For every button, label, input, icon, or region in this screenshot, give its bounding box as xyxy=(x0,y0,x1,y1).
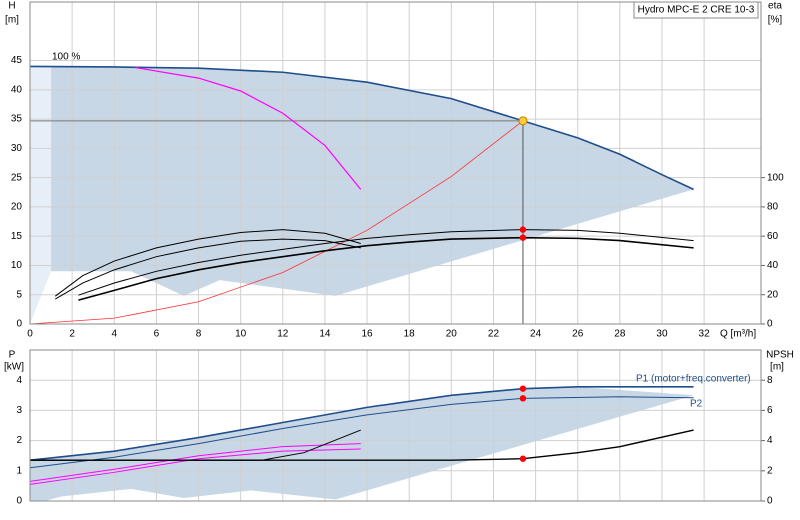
y2-tick-label: 20 xyxy=(767,289,779,300)
y-tick-label: 0 xyxy=(16,319,22,330)
y2-tick-label: 4 xyxy=(767,435,773,446)
duty-point xyxy=(519,226,527,233)
x-tick-label: 30 xyxy=(656,329,668,340)
legend-label: P1 (motor+freq.converter) xyxy=(636,374,751,385)
legend-label: P2 xyxy=(690,399,703,410)
curve xyxy=(54,229,361,297)
x-tick-label: 12 xyxy=(277,329,289,340)
x-tick-label: 26 xyxy=(572,329,584,340)
y2-tick-label: 0 xyxy=(767,319,773,330)
y-tick-label: 25 xyxy=(11,172,23,183)
y-tick-label: 40 xyxy=(11,84,23,95)
x-tick-label: 22 xyxy=(488,329,500,340)
duty-point xyxy=(519,455,527,462)
operating-area xyxy=(30,66,52,325)
curve xyxy=(78,236,694,301)
x-tick-label: 16 xyxy=(361,329,373,340)
y-tick-label: 1 xyxy=(16,465,22,476)
curve xyxy=(135,66,362,190)
x-tick-label: 0 xyxy=(27,329,33,340)
y-tick-label: 5 xyxy=(16,289,22,300)
x-label: Q [m³/h] xyxy=(720,329,756,340)
y-label: P xyxy=(9,350,16,361)
x-tick-label: 20 xyxy=(446,329,458,340)
curve xyxy=(29,386,694,462)
curve xyxy=(29,443,361,482)
y2-tick-label: 100 xyxy=(767,172,784,183)
plot-border xyxy=(29,349,762,502)
y2-tick-label: 80 xyxy=(767,202,779,213)
y-tick-label: 45 xyxy=(11,55,23,66)
operating-area xyxy=(51,66,694,296)
y2-tick-label: 6 xyxy=(767,405,773,416)
curve xyxy=(29,120,524,325)
y-unit: [m] xyxy=(5,15,19,26)
x-tick-label: 24 xyxy=(530,329,542,340)
title: Hydro MPC-E 2 CRE 10-3 xyxy=(638,5,755,16)
y2-tick-label: 0 xyxy=(767,496,773,507)
curve xyxy=(55,238,361,300)
plot-border xyxy=(29,1,762,325)
duty-point xyxy=(519,395,527,402)
x-tick-label: 10 xyxy=(235,329,247,340)
y-tick-label: 30 xyxy=(11,143,23,154)
y-tick-label: 0 xyxy=(16,496,22,507)
y-tick-label: 3 xyxy=(16,405,22,416)
x-tick-label: 4 xyxy=(111,329,117,340)
y-label: H xyxy=(8,1,15,12)
y2-tick-label: 8 xyxy=(767,375,773,386)
x-tick-label: 28 xyxy=(614,329,626,340)
y2-tick-label: 60 xyxy=(767,231,779,242)
y2-unit: [%] xyxy=(768,15,783,26)
curve xyxy=(29,396,694,469)
operating-area xyxy=(30,386,694,501)
x-tick-label: 32 xyxy=(699,329,711,340)
y2-label: eta xyxy=(768,1,782,12)
y-tick-label: 20 xyxy=(11,202,23,213)
y2-label: NPSH xyxy=(766,350,794,361)
x-tick-label: 14 xyxy=(319,329,331,340)
title-box xyxy=(633,1,759,19)
y2-tick-label: 2 xyxy=(767,465,773,476)
y-tick-label: 4 xyxy=(16,375,22,386)
curve xyxy=(29,65,694,191)
y-tick-label: 35 xyxy=(11,114,23,125)
x-tick-label: 6 xyxy=(154,329,160,340)
y-tick-label: 10 xyxy=(11,260,23,271)
x-tick-label: 8 xyxy=(196,329,202,340)
duty-point xyxy=(519,385,527,392)
curve xyxy=(78,229,694,296)
y2-unit: [m] xyxy=(770,362,784,373)
x-tick-label: 2 xyxy=(69,329,75,340)
operating-point xyxy=(518,116,528,126)
y2-tick-label: 40 xyxy=(767,260,779,271)
y-unit: [kW] xyxy=(4,362,24,373)
x-tick-label: 18 xyxy=(404,329,416,340)
annotation: 100 % xyxy=(52,52,80,63)
y-tick-label: 2 xyxy=(16,435,22,446)
y-tick-label: 15 xyxy=(11,231,23,242)
duty-point xyxy=(519,234,527,241)
